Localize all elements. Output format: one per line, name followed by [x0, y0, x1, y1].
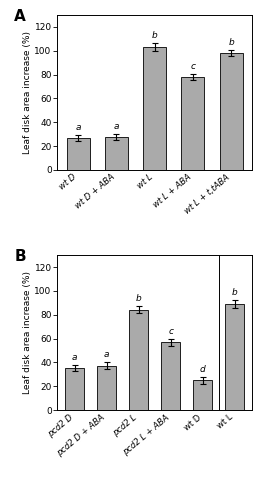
Bar	[220, 53, 243, 170]
Bar	[225, 304, 244, 410]
Text: b: b	[232, 288, 237, 297]
Text: b: b	[228, 38, 234, 47]
Text: b: b	[152, 31, 158, 40]
Y-axis label: Leaf disk area increase (%): Leaf disk area increase (%)	[23, 31, 32, 154]
Text: c: c	[168, 326, 173, 336]
Bar	[129, 310, 148, 410]
Bar	[143, 47, 166, 170]
Bar	[67, 138, 90, 170]
Text: A: A	[14, 9, 26, 24]
Text: B: B	[14, 249, 26, 264]
Bar	[65, 368, 84, 410]
Text: d: d	[200, 364, 205, 374]
Text: b: b	[136, 294, 142, 304]
Text: c: c	[190, 62, 196, 71]
Bar	[105, 136, 128, 170]
Bar	[181, 77, 204, 170]
Bar	[161, 342, 180, 410]
Text: a: a	[104, 350, 109, 360]
Bar	[97, 366, 116, 410]
Text: a: a	[72, 354, 77, 362]
Text: a: a	[114, 122, 119, 130]
Text: a: a	[75, 123, 81, 132]
Bar	[193, 380, 212, 410]
Y-axis label: Leaf disk area increase (%): Leaf disk area increase (%)	[23, 271, 32, 394]
